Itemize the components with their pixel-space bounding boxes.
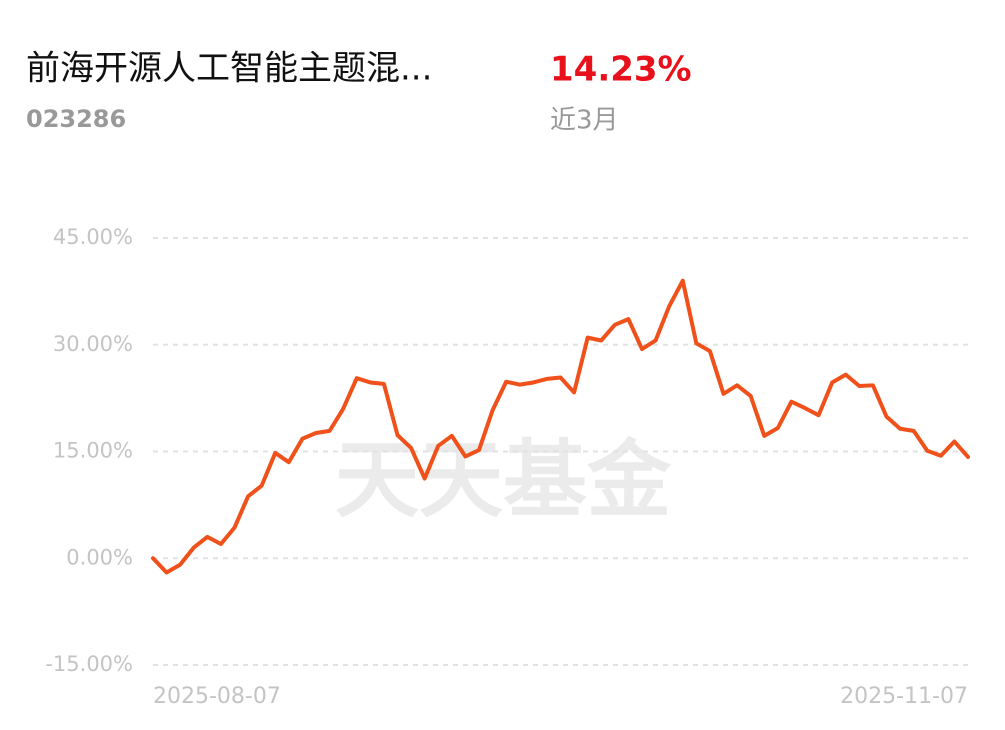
fund-title: 前海开源人工智能主题混...	[26, 49, 432, 89]
watermark: 天天基金	[335, 430, 672, 529]
x-tick-label: 2025-08-07	[153, 684, 281, 709]
line-series	[151, 278, 970, 575]
period-label: 近3月	[550, 106, 619, 136]
y-tick-label: -15.00%	[45, 652, 133, 676]
y-tick-label: 0.00%	[66, 545, 133, 569]
y-tick-label: 45.00%	[53, 225, 133, 249]
fund-code: 023286	[26, 105, 126, 133]
fund-return: 14.23%	[550, 50, 692, 90]
x-tick-label: 2025-11-07	[840, 684, 968, 709]
y-tick-label: 30.00%	[53, 332, 133, 356]
y-tick-label: 15.00%	[53, 439, 133, 463]
